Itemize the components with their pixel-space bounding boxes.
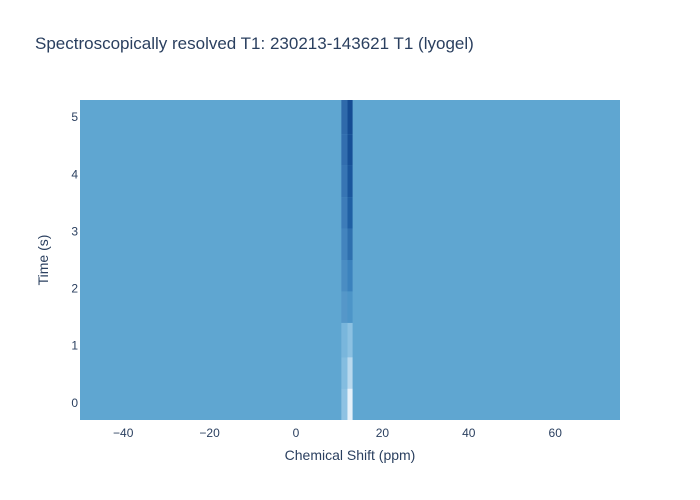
x-tick-label: 40 [462, 426, 476, 440]
heatmap-cell-peak [347, 388, 353, 420]
heatmap-cell-peak [347, 322, 353, 358]
heatmap-cell-shoulder [341, 165, 348, 198]
heatmap-cell-peak [347, 357, 353, 389]
heatmap-cell-peak [347, 291, 353, 323]
heatmap-cell-peak [347, 197, 353, 229]
heatmap-cell-shoulder [341, 197, 348, 229]
heatmap-cell-peak [347, 100, 353, 135]
heatmap-cell-shoulder [341, 357, 348, 389]
y-tick-label: 2 [71, 282, 78, 296]
heatmap-cell-shoulder [341, 388, 348, 420]
x-tick-label: −40 [113, 426, 134, 440]
heatmap-cell-peak [347, 134, 353, 166]
x-tick-label: 20 [376, 426, 390, 440]
heatmap-cell-peak [347, 228, 353, 260]
heatmap-cell-shoulder [341, 134, 348, 166]
heatmap-cell-shoulder [341, 100, 348, 135]
heatmap-cell-shoulder [341, 260, 348, 292]
y-axis-title: Time (s) [35, 235, 51, 286]
heatmap-cell-shoulder [341, 228, 348, 260]
y-tick-label: 4 [71, 167, 78, 181]
heatmap-cell-peak [347, 165, 353, 198]
plot-area [80, 100, 620, 420]
y-tick-label: 1 [71, 339, 78, 353]
y-tick-label: 0 [71, 396, 78, 410]
heatmap-cell-shoulder [341, 291, 348, 323]
x-axis-title: Chemical Shift (ppm) [285, 447, 416, 463]
y-axis: 0 1 2 3 4 5 [71, 110, 78, 410]
x-axis: −40 −20 0 20 40 60 [113, 426, 562, 440]
x-tick-label: −20 [199, 426, 220, 440]
heatmap-cell-shoulder [341, 322, 348, 358]
x-tick-label: 0 [293, 426, 300, 440]
y-tick-label: 5 [71, 110, 78, 124]
chart-title: Spectroscopically resolved T1: 230213-14… [35, 34, 474, 53]
x-tick-label: 60 [549, 426, 563, 440]
y-tick-label: 3 [71, 224, 78, 238]
heatmap-cell-peak [347, 260, 353, 292]
